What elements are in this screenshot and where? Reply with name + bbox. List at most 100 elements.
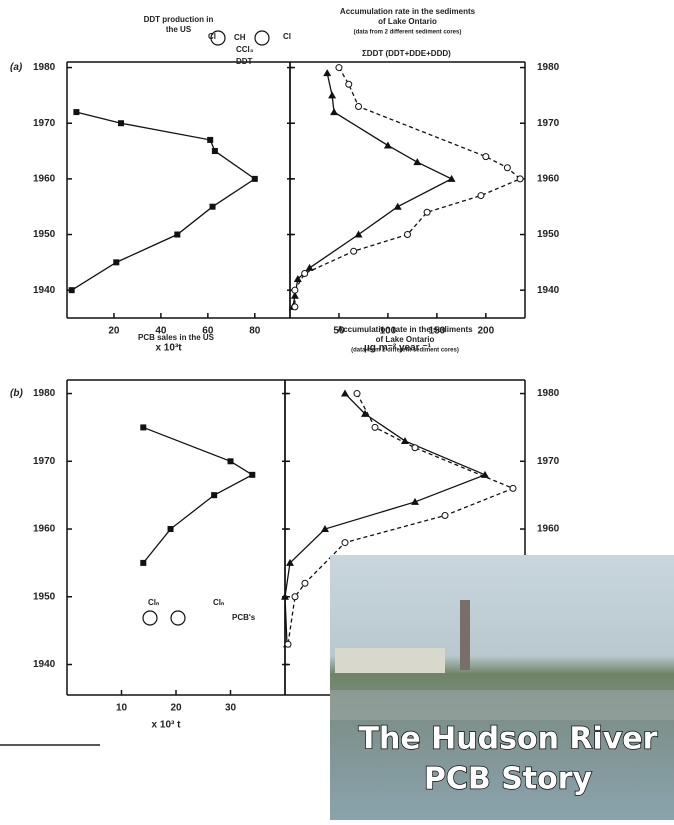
annotation: CH (234, 33, 246, 42)
chart-subtitle: (data from 2 different sediment cores) (351, 348, 459, 354)
data-point (355, 231, 363, 238)
data-point (372, 424, 378, 430)
data-point (424, 209, 430, 215)
data-point (330, 108, 338, 115)
y-tick-label: 1950 (33, 229, 56, 240)
y-tick-label: 1940 (33, 659, 56, 670)
annotation: PCB's (232, 613, 256, 622)
chart-subtitle: (data from 2 different sediment cores) (354, 30, 462, 36)
data-point (342, 540, 348, 546)
data-point (323, 69, 331, 76)
data-point (302, 580, 308, 586)
data-point (504, 165, 510, 171)
y2-tick-label: 1970 (537, 118, 560, 129)
data-point (292, 304, 298, 310)
y2-tick-label: 1960 (537, 174, 560, 185)
x-axis-label: x 10³ t (152, 720, 182, 731)
data-point (140, 424, 146, 430)
data-point (249, 472, 255, 478)
data-point (328, 91, 336, 98)
chart-title: of Lake Ontario (378, 17, 437, 26)
y-tick-label: 1940 (33, 285, 56, 296)
annotation: ΣDDT (DDT+DDE+DDD) (362, 49, 451, 58)
chart-title: Accumulation rate in the sediments (337, 325, 473, 334)
annotation: DDT (236, 57, 253, 66)
video-title: The Hudson River (359, 722, 658, 757)
data-point (384, 141, 392, 148)
data-point (210, 204, 216, 210)
chart-title: of Lake Ontario (376, 335, 435, 344)
x-axis-label: x 10³t (155, 343, 182, 354)
data-point (354, 391, 360, 397)
data-point (412, 445, 418, 451)
y-tick-label: 1950 (33, 591, 56, 602)
benzene-ring (143, 611, 157, 625)
x-tick-label: 200 (477, 326, 494, 337)
chart-title: the US (166, 25, 192, 34)
annotation: Clₙ (213, 598, 224, 607)
data-point (140, 560, 146, 566)
data-point (207, 137, 213, 143)
building (335, 648, 445, 673)
y-tick-label: 1960 (33, 174, 56, 185)
y2-tick-label: 1950 (537, 229, 560, 240)
series-line (295, 68, 520, 307)
data-point (292, 594, 298, 600)
series-line (143, 427, 252, 562)
y-tick-label: 1970 (33, 456, 56, 467)
data-point (113, 259, 119, 265)
chimney (460, 600, 470, 670)
data-point (448, 175, 456, 182)
series-line (72, 112, 255, 290)
annotation: Clₙ (148, 598, 159, 607)
annotation: Cl (283, 32, 291, 41)
data-point (394, 203, 402, 210)
data-point (292, 287, 298, 293)
x-tick-label: 20 (170, 703, 182, 714)
video-thumbnail: The Hudson River PCB Story (330, 555, 674, 820)
y-tick-label: 1980 (33, 388, 56, 399)
data-point (356, 104, 362, 110)
data-point (442, 512, 448, 518)
data-point (211, 492, 217, 498)
y-tick-label: 1960 (33, 524, 56, 535)
data-point (73, 109, 79, 115)
benzene-ring (171, 611, 185, 625)
data-point (228, 458, 234, 464)
y2-tick-label: 1960 (537, 524, 560, 535)
x-tick-label: 10 (116, 703, 128, 714)
y-tick-label: 1970 (33, 118, 56, 129)
data-point (413, 158, 421, 165)
data-point (174, 232, 180, 238)
data-point (336, 65, 342, 71)
data-point (346, 81, 352, 87)
chart-title: DDT production in (144, 15, 214, 24)
shore (330, 690, 674, 720)
x-tick-label: 30 (225, 703, 237, 714)
data-point (212, 148, 218, 154)
chart-title: Accumulation rate in the sediments (340, 7, 476, 16)
data-point (252, 176, 258, 182)
data-point (341, 390, 349, 397)
panel-label: (a) (10, 62, 23, 73)
x-tick-label: 80 (249, 326, 261, 337)
panel-label: (b) (10, 388, 23, 399)
annotation: CCl₃ (236, 45, 254, 54)
data-point (510, 485, 516, 491)
data-point (478, 193, 484, 199)
data-point (285, 641, 291, 647)
x-tick-label: 20 (108, 326, 120, 337)
data-point (351, 248, 357, 254)
data-point (483, 154, 489, 160)
y2-tick-label: 1980 (537, 62, 560, 73)
page: {"chart_data": [ {"type": "line", "panel… (0, 0, 674, 820)
chart-title: PCB sales in the US (138, 333, 215, 342)
benzene-ring (255, 31, 269, 45)
data-point (302, 270, 308, 276)
video-subtitle: PCB Story (424, 762, 593, 797)
y2-tick-label: 1940 (537, 285, 560, 296)
y2-tick-label: 1970 (537, 456, 560, 467)
y2-tick-label: 1980 (537, 388, 560, 399)
data-point (517, 176, 523, 182)
data-point (168, 526, 174, 532)
